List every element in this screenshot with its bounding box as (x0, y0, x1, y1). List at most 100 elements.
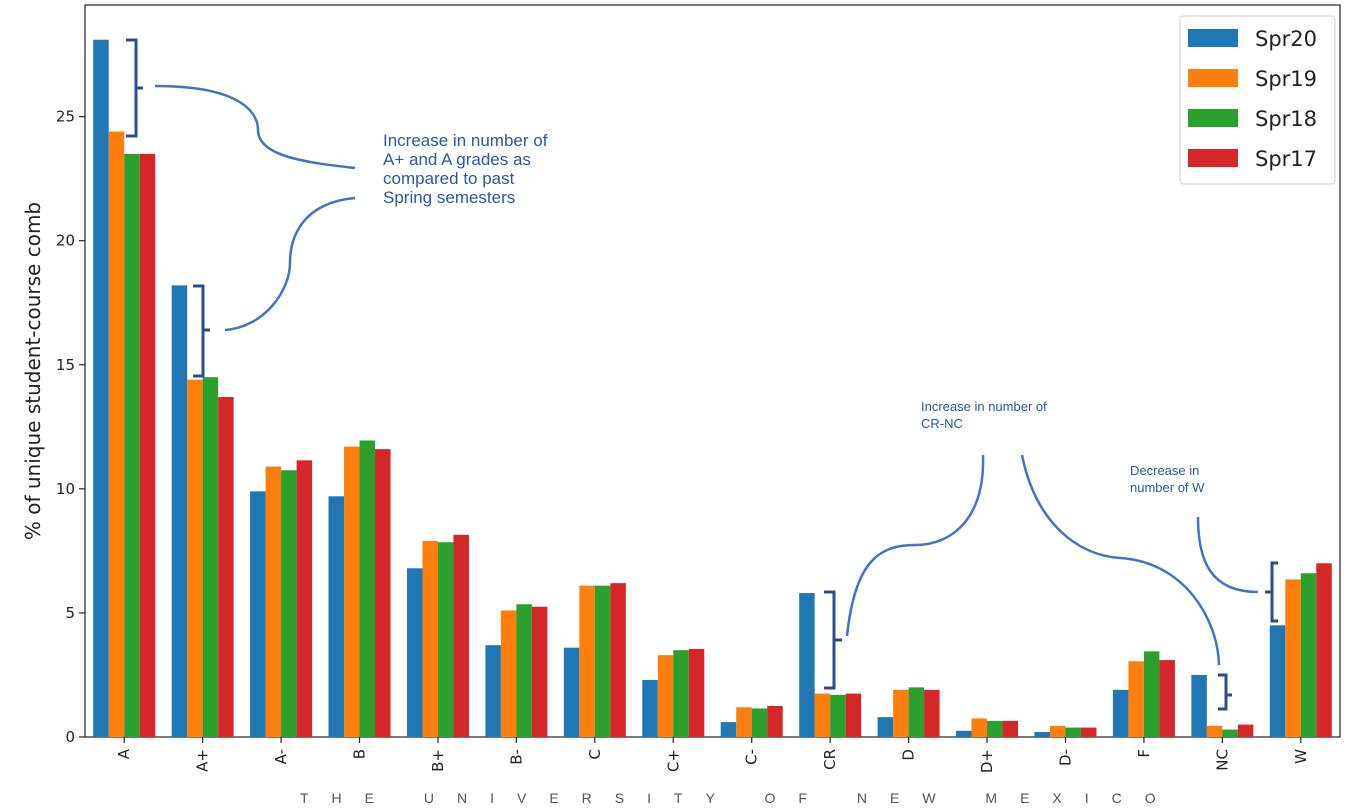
bar-spr20-bplus (406, 568, 423, 737)
bar-spr20-w (1269, 625, 1286, 737)
bar-spr18-dplus (987, 720, 1003, 737)
legend-swatch-spr17 (1188, 149, 1238, 167)
bar-spr20-dminus (1034, 732, 1050, 737)
bar-spr20-cplus (642, 679, 658, 737)
bar-spr19-cr (814, 693, 831, 737)
bar-spr19-dplus (971, 718, 988, 737)
x-tick-label: F (1135, 749, 1153, 758)
x-tick-label: C+ (664, 749, 682, 772)
bar-spr19-w (1285, 579, 1301, 737)
bracket-cr (824, 590, 842, 690)
bar-spr20-aplus (171, 285, 188, 737)
bar-spr19-a (108, 131, 125, 738)
bracket-nc (1218, 673, 1232, 711)
y-tick-label: 10 (56, 480, 75, 498)
bar-spr20-f (1112, 689, 1129, 737)
bar-spr17-w (1316, 563, 1332, 737)
x-tick-label: B- (507, 749, 525, 765)
x-tick-label: D+ (978, 749, 996, 773)
x-tick-label: A (115, 748, 133, 759)
x-tick-label: A- (272, 749, 290, 764)
annotation-w: Decrease in number of W (1130, 463, 1278, 623)
bar-spr19-aplus (187, 379, 203, 737)
annotation-crnc-text: Increase in number of CR-NC (921, 399, 1050, 431)
annotation-a-line-3: compared to past (383, 169, 515, 188)
bar-spr19-aminus (265, 466, 282, 737)
bar-spr18-w (1300, 573, 1317, 737)
annotation-w-line-1: Decrease in (1130, 463, 1199, 478)
bar-spr17-f (1159, 660, 1175, 737)
bar-spr19-d (893, 689, 909, 737)
x-tick-label: C (586, 749, 604, 759)
bar-spr17-dminus (1080, 727, 1097, 737)
bar-spr17-aplus (218, 397, 234, 737)
annotation-a-line-4: Spring semesters (383, 188, 515, 207)
bar-spr18-cminus (751, 708, 768, 737)
x-tick-label: W (1292, 749, 1310, 764)
x-tick-label: D- (1056, 749, 1074, 766)
bar-spr17-a (139, 153, 156, 738)
legend-label-spr20: Spr20 (1255, 27, 1317, 51)
legend-swatch-spr20 (1188, 29, 1238, 47)
y-tick-label: 25 (56, 108, 75, 126)
bar-spr18-aminus (281, 470, 297, 737)
bar-spr18-nc (1222, 729, 1238, 737)
bar-spr18-a (124, 153, 140, 738)
bar-spr17-aminus (296, 460, 313, 737)
bar-spr17-bminus (531, 606, 548, 737)
x-tick-label: A+ (194, 749, 212, 772)
annotation-crnc: Increase in number of CR-NC (824, 399, 1232, 711)
legend-swatch-spr18 (1188, 109, 1238, 127)
bar-spr20-aminus (250, 491, 266, 737)
bar-spr18-c (594, 585, 611, 737)
annotation-a-grades-text: Increase in number of A+ and A grades as… (383, 131, 552, 207)
x-tick-label: NC (1213, 749, 1231, 771)
bar-spr19-bminus (500, 610, 517, 737)
bar-spr20-b (328, 496, 345, 737)
legend-swatch-spr19 (1188, 69, 1238, 87)
annotation-w-line-2: number of W (1130, 480, 1205, 495)
bar-spr20-dplus (956, 730, 972, 737)
bar-spr17-d (924, 689, 940, 737)
y-tick-label: 5 (65, 604, 75, 622)
x-tick-label: C- (743, 749, 761, 765)
curly-brace-a-grades (154, 84, 356, 332)
bar-spr20-bminus (485, 645, 501, 737)
bar-spr18-f (1143, 651, 1160, 737)
bracket-w (1265, 561, 1278, 623)
legend-label-spr19: Spr19 (1255, 67, 1317, 91)
y-tick-label: 15 (56, 356, 75, 374)
bar-spr18-aplus (202, 377, 219, 737)
bar-spr20-nc (1191, 674, 1207, 737)
curly-brace-crnc (845, 454, 1221, 666)
x-axis: A A+ A- B B+ B- C C+ C- CR D D+ D- F NC W (115, 737, 1310, 773)
bar-spr18-bminus (516, 604, 532, 737)
bar-spr18-cr (830, 694, 846, 737)
curve-w (1196, 516, 1259, 594)
footer-university-name: THE UNIVERSITY OF NEW MEXICO (300, 790, 1179, 806)
x-tick-label: B+ (429, 749, 447, 772)
bar-spr20-c (563, 647, 580, 737)
legend: Spr20 Spr19 Spr18 Spr17 (1179, 15, 1336, 185)
bar-spr17-c (610, 583, 626, 737)
annotation-crnc-line-1: Increase in number of (921, 399, 1047, 414)
x-tick-label: CR (821, 749, 839, 770)
bar-spr20-cr (799, 593, 815, 737)
y-axis: 0 5 10 15 20 25 (56, 108, 85, 746)
bar-spr19-bplus (422, 540, 438, 737)
bar-spr19-b (344, 446, 360, 737)
bar-spr19-f (1128, 661, 1144, 737)
annotation-crnc-line-2: CR-NC (921, 416, 963, 431)
legend-label-spr17: Spr17 (1255, 147, 1317, 171)
x-tick-label: B (351, 749, 369, 759)
y-axis-label: % of unique student-course comb (21, 202, 45, 540)
y-tick-label: 0 (65, 728, 75, 746)
x-tick-label: D (900, 749, 918, 761)
annotation-a-line-1: Increase in number of (383, 131, 548, 150)
bar-spr17-dplus (1002, 720, 1019, 737)
legend-box (1179, 15, 1336, 185)
bar-spr17-b (375, 449, 391, 737)
bar-spr17-cplus (688, 648, 705, 737)
bar-spr20-cminus (720, 722, 737, 737)
